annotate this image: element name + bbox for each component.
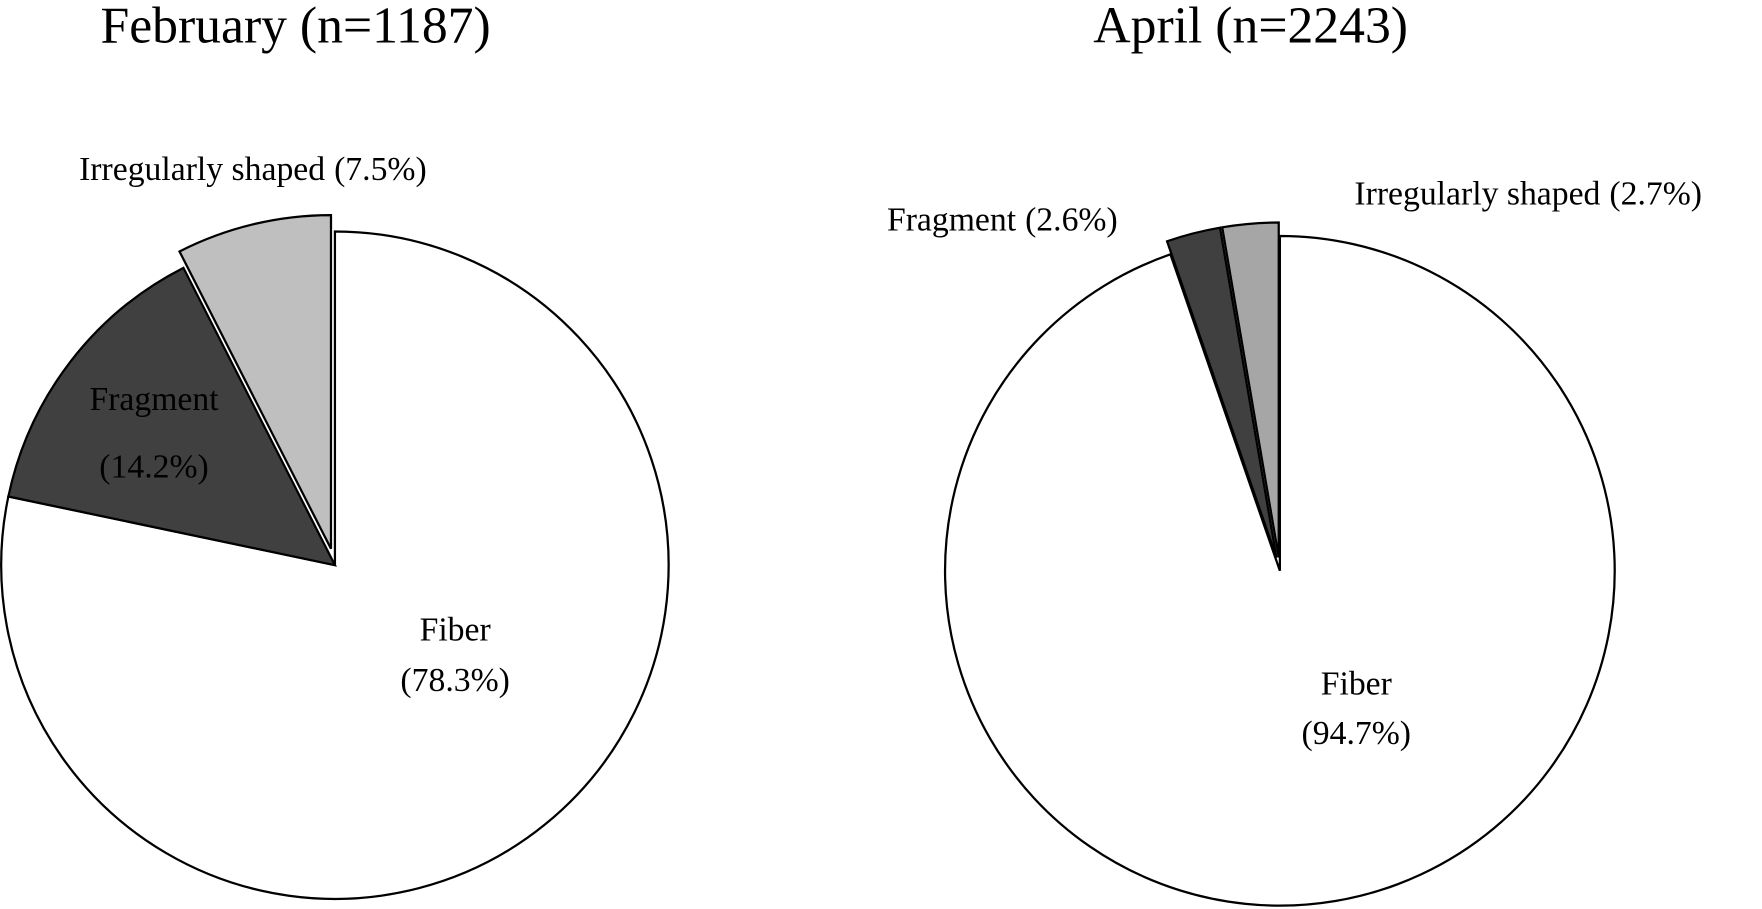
pie-slice: [1220, 221, 1280, 558]
slice-name: Irregularly shaped: [79, 151, 325, 188]
pie-slice: [943, 234, 1616, 907]
value-label: (7.5%): [334, 151, 427, 188]
value-label: (2.6%): [1025, 201, 1118, 238]
chart-title: February (n=1187): [100, 0, 490, 55]
slice-label: Fiber: [420, 611, 491, 648]
value-label: (94.7%): [1302, 715, 1411, 752]
value-label: (78.3%): [400, 662, 509, 699]
slice-name: Fragment: [887, 201, 1017, 238]
slice-label: Irregularly shaped (7.5%): [79, 151, 427, 188]
value-label: (2.7%): [1609, 175, 1702, 212]
pie-slice: [1165, 226, 1278, 559]
pie-slice: [7, 266, 337, 567]
slice-label: Fragment (2.6%): [887, 201, 1118, 238]
slice-label: Fragment: [89, 381, 219, 418]
slice-label: Irregularly shaped (2.7%): [1354, 175, 1702, 212]
value-label: (14.2%): [99, 449, 208, 486]
chart-title: April (n=2243): [1093, 0, 1408, 55]
pie-slice: [177, 213, 333, 550]
slice-label: Fiber: [1321, 665, 1392, 702]
slice-name: Irregularly shaped: [1354, 175, 1600, 212]
